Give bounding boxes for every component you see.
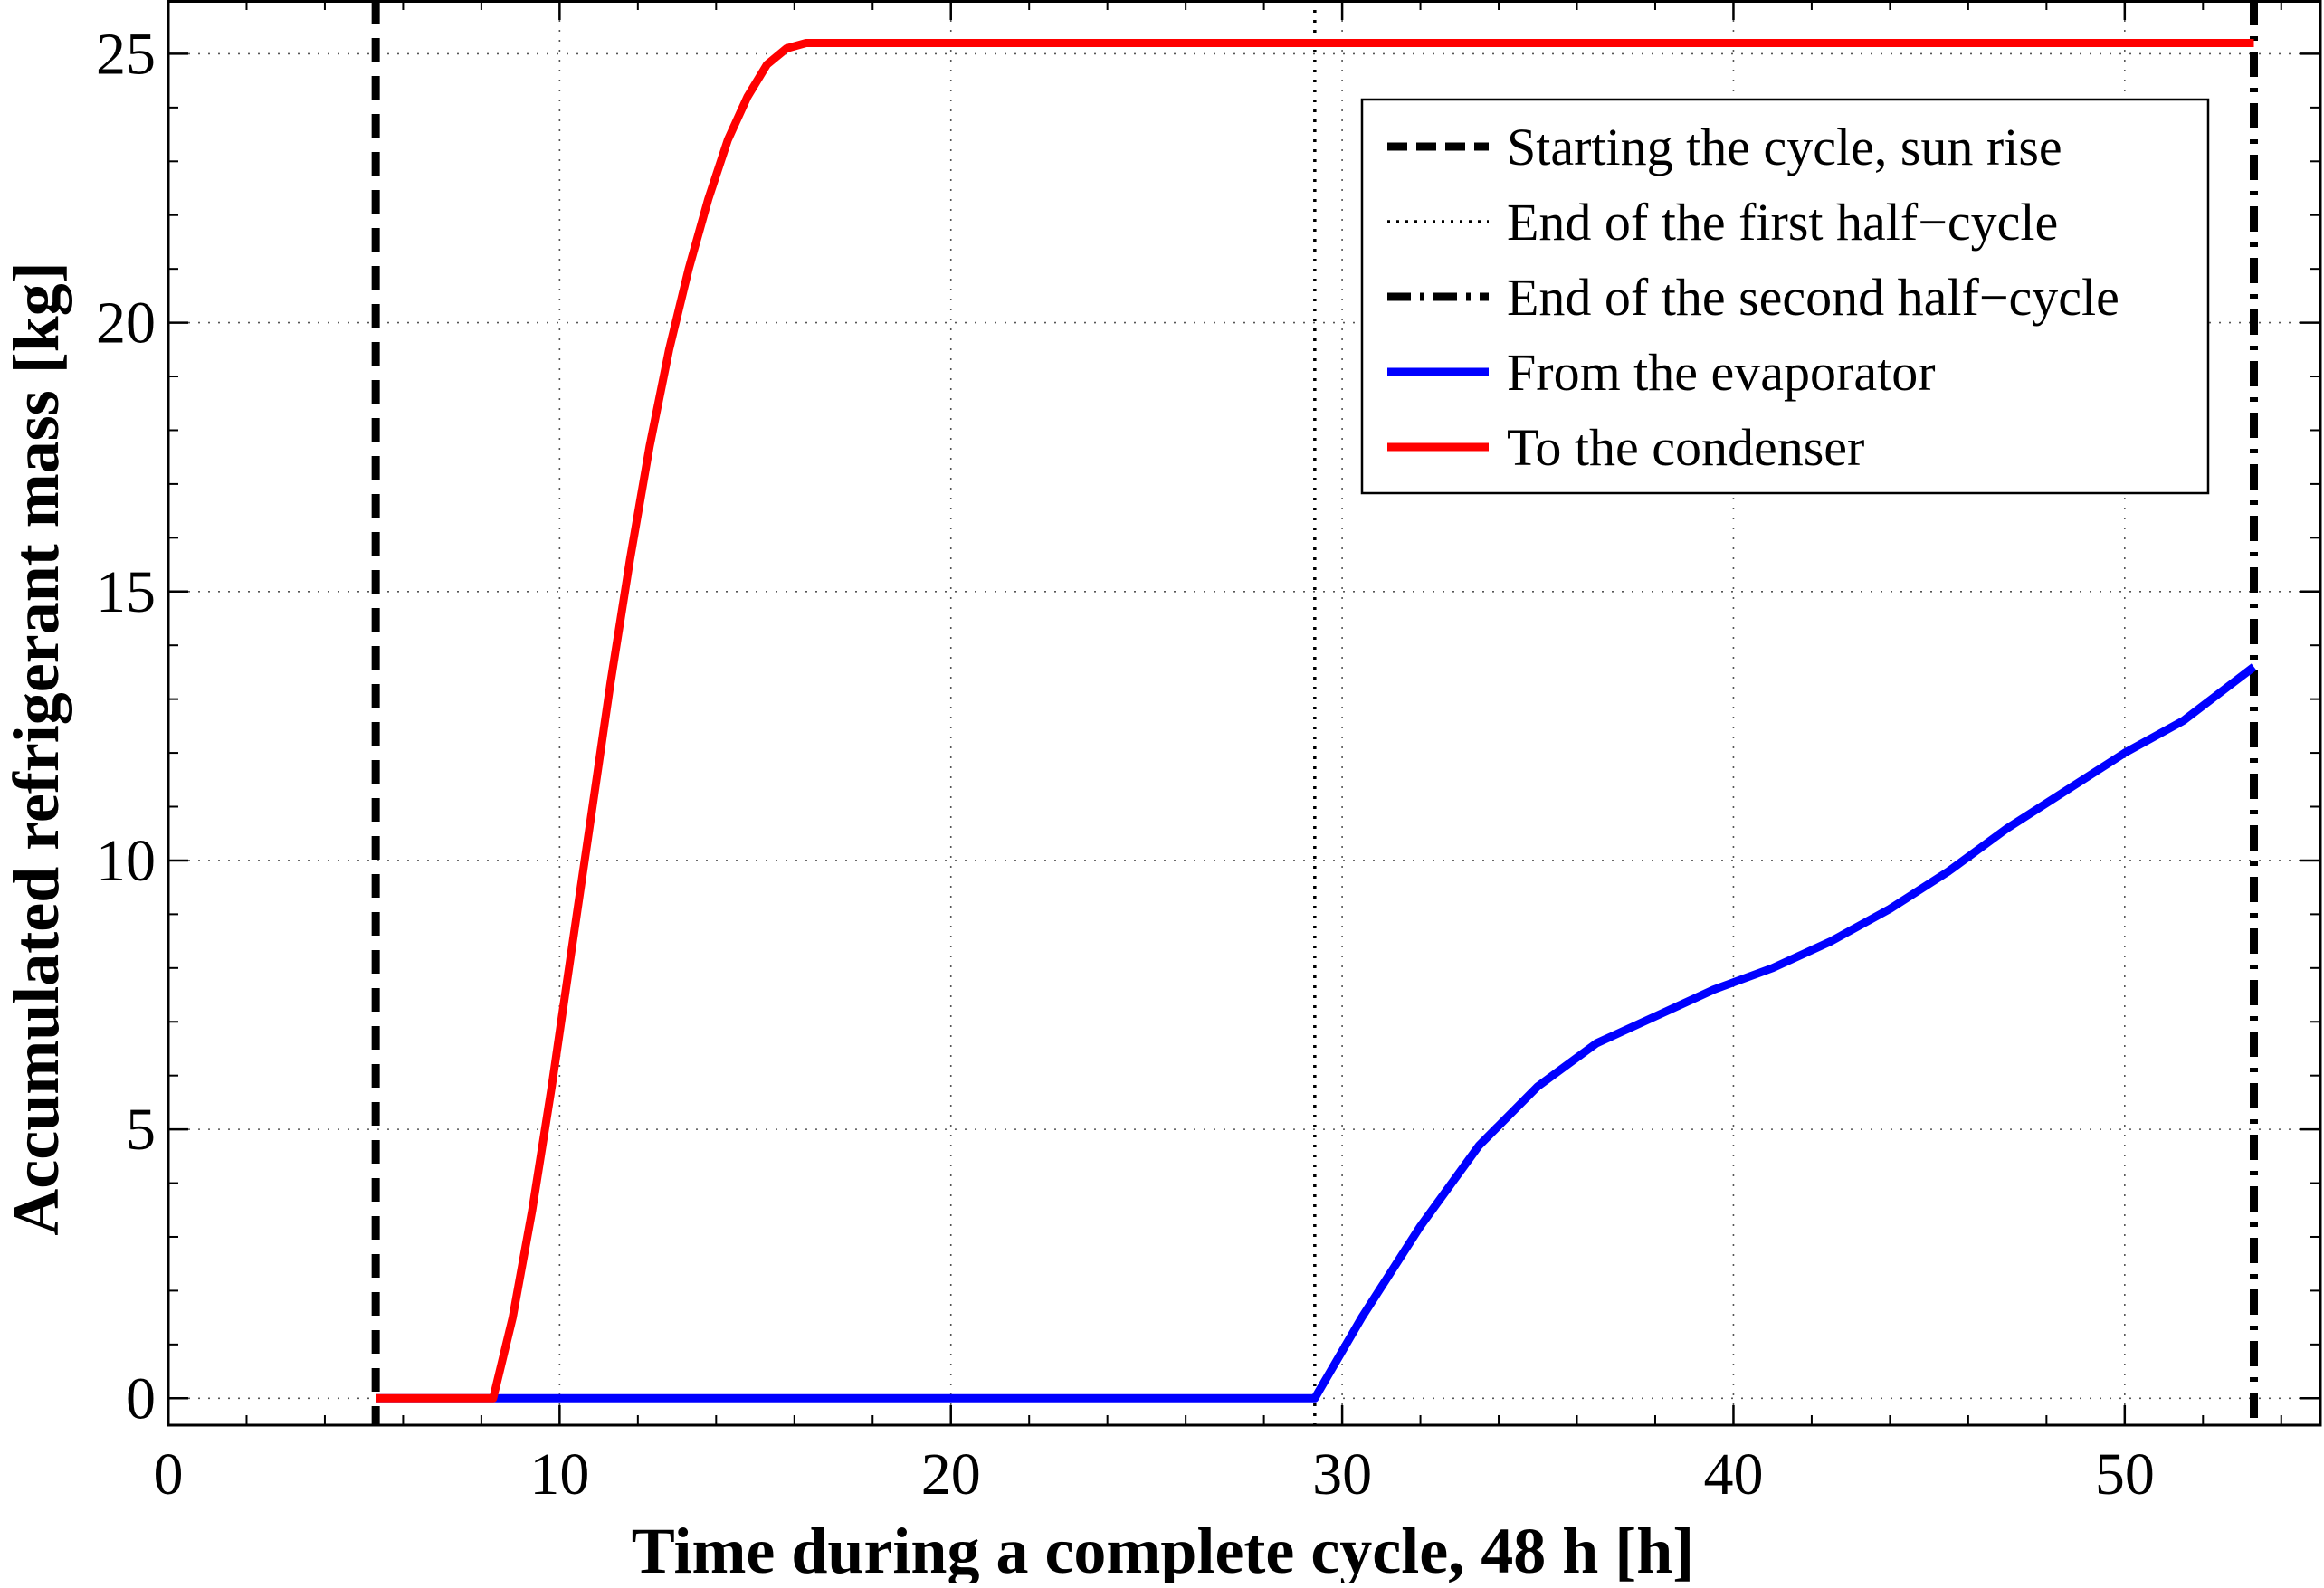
legend-label-5: To the condenser xyxy=(1507,418,1864,477)
legend-label-1: Starting the cycle, sun rise xyxy=(1507,118,2062,176)
axis-ticks: 0 10 20 30 40 50 0 5 10 15 20 25 xyxy=(96,0,2320,1507)
plot-series xyxy=(371,0,2258,1425)
legend: Starting the cycle, sun rise End of the f… xyxy=(1360,98,2210,495)
y-tick-label: 5 xyxy=(126,1097,156,1163)
y-tick-label: 20 xyxy=(96,290,156,357)
series-line-5 xyxy=(376,39,2254,1403)
x-tick-label: 30 xyxy=(1312,1441,1372,1507)
legend-box xyxy=(1360,98,2210,495)
x-tick-label: 40 xyxy=(1703,1441,1763,1507)
axes-frame xyxy=(167,0,2322,1427)
y-tick-label: 25 xyxy=(96,21,156,87)
series-line-4 xyxy=(376,663,2257,1403)
y-tick-label: 10 xyxy=(96,828,156,894)
legend-label-4: From the evaporator xyxy=(1507,343,1936,402)
y-tick-label: 0 xyxy=(126,1365,156,1431)
x-tick-label: 0 xyxy=(154,1441,184,1507)
legend-label-2: End of the first half−cycle xyxy=(1507,193,2058,252)
x-tick-label: 50 xyxy=(2095,1441,2155,1507)
x-tick-label: 20 xyxy=(921,1441,981,1507)
x-axis-label: Time during a complete cycle, 48 h [h] xyxy=(632,1515,1695,1583)
y-axis-label: Accumulated refrigerant mass [kg] xyxy=(0,261,72,1235)
legend-label-3: End of the second half−cycle xyxy=(1507,268,2119,327)
x-tick-label: 10 xyxy=(529,1441,589,1507)
y-tick-label: 15 xyxy=(96,559,156,625)
